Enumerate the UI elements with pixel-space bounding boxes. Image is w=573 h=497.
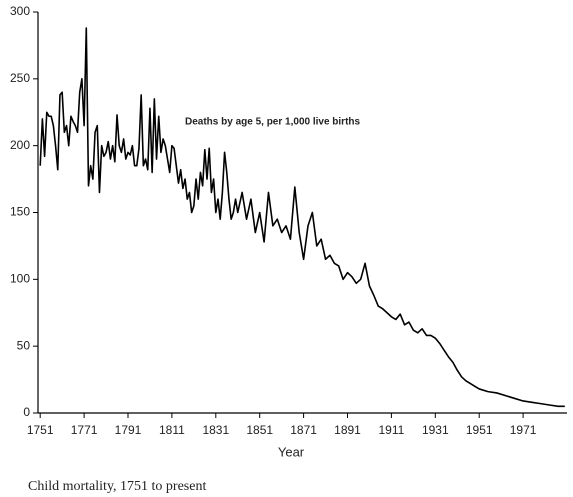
x-tick-label: 1971 xyxy=(510,423,537,437)
x-tick-label: 1791 xyxy=(115,423,142,437)
x-tick-label: 1811 xyxy=(159,423,185,437)
y-tick-label: 250 xyxy=(10,71,30,85)
annotation: Deaths by age 5, per 1,000 live births xyxy=(185,117,361,128)
y-tick-label: 0 xyxy=(23,405,30,419)
y-tick-label: 100 xyxy=(10,272,30,286)
y-tick-label: 300 xyxy=(10,4,30,18)
x-tick-label: 1951 xyxy=(466,423,493,437)
x-tick-label: 1831 xyxy=(202,423,229,437)
x-tick-label: 1891 xyxy=(334,423,361,437)
y-tick-label: 200 xyxy=(10,138,30,152)
y-tick-label: 50 xyxy=(17,338,31,352)
x-tick-label: 1851 xyxy=(246,423,273,437)
x-tick-label: 1771 xyxy=(71,423,98,437)
x-tick-label: 1931 xyxy=(422,423,449,437)
x-tick-label: 1911 xyxy=(378,423,404,437)
data-line xyxy=(39,27,565,408)
y-tick-label: 150 xyxy=(10,205,30,219)
x-axis-label: Year xyxy=(278,444,305,459)
x-tick-label: 1871 xyxy=(290,423,317,437)
x-tick-label: 1751 xyxy=(27,423,54,437)
caption: Child mortality, 1751 to present xyxy=(28,479,206,494)
